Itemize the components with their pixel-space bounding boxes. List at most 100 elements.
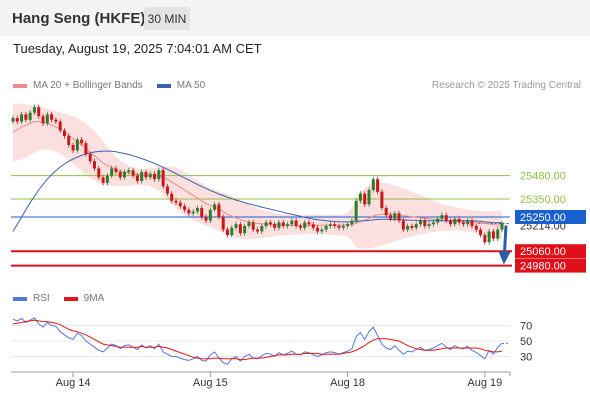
level-label-25060-bg [515,244,586,259]
candle [346,221,350,229]
candle-body [307,222,311,225]
rsi-tick-30: 30 [520,352,532,364]
candle [148,171,152,180]
candle-body [311,224,315,228]
candle [466,218,470,227]
candle-body [333,224,337,226]
candle-body [243,226,247,234]
candle [316,225,320,234]
candle [88,151,92,164]
candle [178,200,182,209]
candle-body [449,220,453,225]
candle [97,165,101,180]
interval-tab[interactable]: 30 MIN [144,7,190,30]
candle [376,176,380,195]
candle [444,212,448,224]
candle-body [165,186,169,194]
candle-body [75,139,79,151]
candle-body [140,172,144,181]
timestamp: Tuesday, August 19, 2025 7:04:01 AM CET [13,41,262,56]
candle [187,207,191,216]
price-panel: 25480.0025350.0025250.0025214.0025060.00… [11,103,586,273]
candle-body [461,222,465,225]
rsi-panel: 70 50 30 [11,317,532,365]
legend-label-bollinger: MA 20 + Bollinger Bands [33,80,143,91]
candle-body [376,179,380,192]
candle [371,176,375,193]
candle [217,201,221,220]
ma20-line [12,121,503,226]
candle [230,225,234,238]
candle-body [32,107,36,113]
candle-body [225,229,229,235]
candle [140,169,144,184]
chart-title: Hang Seng (HKFE) [12,10,146,27]
candle-body [470,220,474,226]
candle-body [92,161,97,169]
candle [414,221,418,231]
candle [483,232,487,245]
candle [191,209,195,216]
candle [461,219,465,227]
candle [200,205,204,220]
candle-body [384,208,388,216]
candle [333,221,337,229]
candle-body [170,193,174,201]
candle [58,119,62,134]
candle [264,219,268,229]
candle [397,210,401,224]
candle-body [397,213,401,221]
candle-body [20,114,24,122]
candle [320,227,324,234]
candle-body [380,191,384,208]
candle-body [213,204,217,210]
candle [71,142,75,153]
pivot-label-bg-top [515,210,586,224]
candle-body [230,227,234,235]
candle [255,227,260,234]
time-tick-label: Aug 18 [330,377,365,389]
candle [123,169,127,180]
candle-body [80,139,84,144]
candle-body [363,193,367,205]
time-axis: Aug 14 Aug 15 Aug 18 Aug 19 [11,371,511,389]
candle-body [294,220,298,226]
level-label-25350: 25350.00 [520,194,566,206]
level-label-25060: 25060.00 [520,246,566,258]
candle [277,219,281,231]
candle-body [200,208,204,217]
candle-body [350,220,354,225]
candle [281,219,285,229]
pivot-label-top: 25250.00 [520,212,566,224]
rsi-legend: RSI 9MA [13,293,118,304]
candle-body [101,177,105,183]
candle-body [195,208,199,212]
candle [20,111,24,125]
candle-body [298,226,302,228]
candle [80,137,84,146]
candle-body [50,114,54,120]
legend-item-ma50: MA 50 [156,80,205,91]
candle-body [281,222,285,226]
candle [41,113,45,126]
candle-body [410,226,414,228]
candle [449,218,453,227]
candle [337,223,341,231]
candle-body [406,226,410,230]
candle-body [466,220,470,225]
candle-body [62,130,66,136]
bollinger-swatch-icon [13,83,27,88]
candle [324,223,328,233]
candle [127,167,131,175]
candle [62,128,66,139]
price-legend: MA 20 + Bollinger Bands MA 50 [13,80,219,91]
candle-body [178,202,182,207]
candle [487,228,491,245]
candle-body [423,220,427,226]
candle-body [496,229,500,239]
rsi-line [12,317,503,365]
candle-body [431,222,435,225]
level-label-24980-bg [515,258,586,273]
candle-body [24,114,28,120]
